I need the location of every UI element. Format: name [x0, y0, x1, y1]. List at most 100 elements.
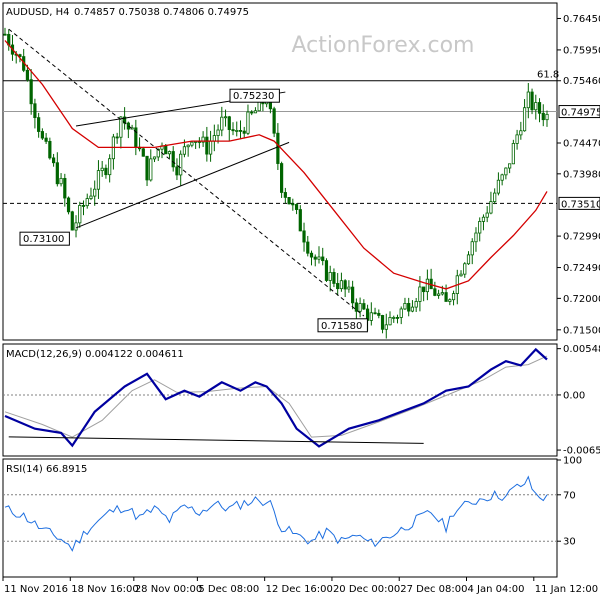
candle [37, 117, 41, 132]
candle [182, 146, 187, 155]
candle [530, 91, 534, 111]
candle [70, 211, 74, 231]
candle [190, 141, 194, 146]
candle [380, 315, 385, 330]
fib-label: 61.8 [537, 70, 559, 81]
candles [3, 27, 549, 339]
price-overlays [3, 80, 557, 204]
rsi-tick-label: 70 [563, 490, 576, 501]
symbol-label: AUDUSD, H4 [6, 7, 69, 18]
candle [179, 153, 183, 176]
rsi-line [4, 475, 548, 552]
candle [478, 221, 482, 234]
candle [171, 151, 175, 168]
low-label-0-7158-box [317, 318, 368, 333]
candle [115, 136, 119, 139]
rsi-panel: RSI(14) 66.8915 100 70 30 [2, 456, 582, 578]
candle [414, 301, 418, 308]
candle [272, 108, 276, 134]
price-labels: 0.75230 0.73100 0.71580 61.8 0.74975 0.73510 [19, 70, 600, 333]
candle [399, 308, 403, 318]
low-label-0-7310-box [19, 231, 70, 246]
candle [33, 103, 37, 119]
candle [373, 312, 377, 315]
candle [59, 177, 63, 185]
macd-title: MACD(12,26,9) 0.004122 0.004611 [6, 349, 184, 360]
candle [298, 209, 302, 232]
candle [519, 130, 523, 136]
candle [339, 280, 344, 290]
candle [145, 155, 149, 181]
candle [250, 111, 254, 114]
candle [324, 260, 329, 281]
candle [220, 116, 224, 131]
candle [126, 122, 130, 130]
rsi-tick-label: 100 [563, 456, 582, 467]
candle [130, 127, 134, 130]
candle [283, 192, 287, 198]
candle [96, 170, 101, 190]
candle [448, 299, 452, 302]
candle [451, 293, 456, 301]
candle [231, 129, 235, 132]
time-tick-label: 28 Nov 00:00 [135, 584, 202, 595]
candle [481, 216, 486, 222]
support-price-tag: 0.73510 [561, 199, 600, 210]
candle [149, 158, 153, 181]
candle [485, 212, 489, 218]
support-price-tag-box [558, 196, 600, 210]
candle [78, 205, 82, 224]
candle [291, 203, 295, 206]
candle [93, 188, 97, 197]
candle [500, 174, 504, 181]
candle [522, 107, 527, 132]
candle [74, 222, 78, 231]
candle [474, 232, 478, 243]
candle [309, 252, 314, 258]
candle [332, 272, 336, 284]
macd-tick-label: -0.006534 [563, 446, 600, 457]
candle [351, 286, 355, 304]
candle [526, 91, 530, 109]
macd-line [4, 347, 548, 448]
candle [321, 256, 325, 262]
candle [242, 130, 246, 134]
candle [358, 303, 362, 312]
candle [463, 263, 467, 275]
candle [515, 134, 519, 144]
candle [317, 256, 321, 260]
candle [85, 198, 89, 207]
candle [246, 111, 250, 134]
candle [403, 303, 407, 310]
macd-axis: 0.005484 0.00 -0.006534 [3, 344, 600, 457]
candle [537, 102, 542, 114]
candle [306, 241, 310, 254]
candle [489, 201, 493, 214]
moving-average-line [4, 40, 548, 290]
candle [164, 145, 168, 155]
candle [440, 292, 444, 295]
candle [459, 273, 463, 277]
time-tick-label: 27 Dec 08:00 [400, 584, 467, 595]
candle [410, 306, 415, 312]
candle [227, 116, 231, 130]
candle [444, 292, 448, 302]
falling-trendline [8, 28, 365, 317]
macd-signal-line [4, 355, 548, 438]
candle [167, 151, 172, 155]
macd-panel-frame [2, 343, 558, 457]
candle [152, 156, 157, 160]
high-label: 0.75230 [233, 91, 274, 102]
candle [545, 113, 549, 121]
candle [201, 136, 205, 143]
candle [63, 177, 67, 199]
candle [55, 162, 59, 185]
candle [511, 143, 515, 165]
